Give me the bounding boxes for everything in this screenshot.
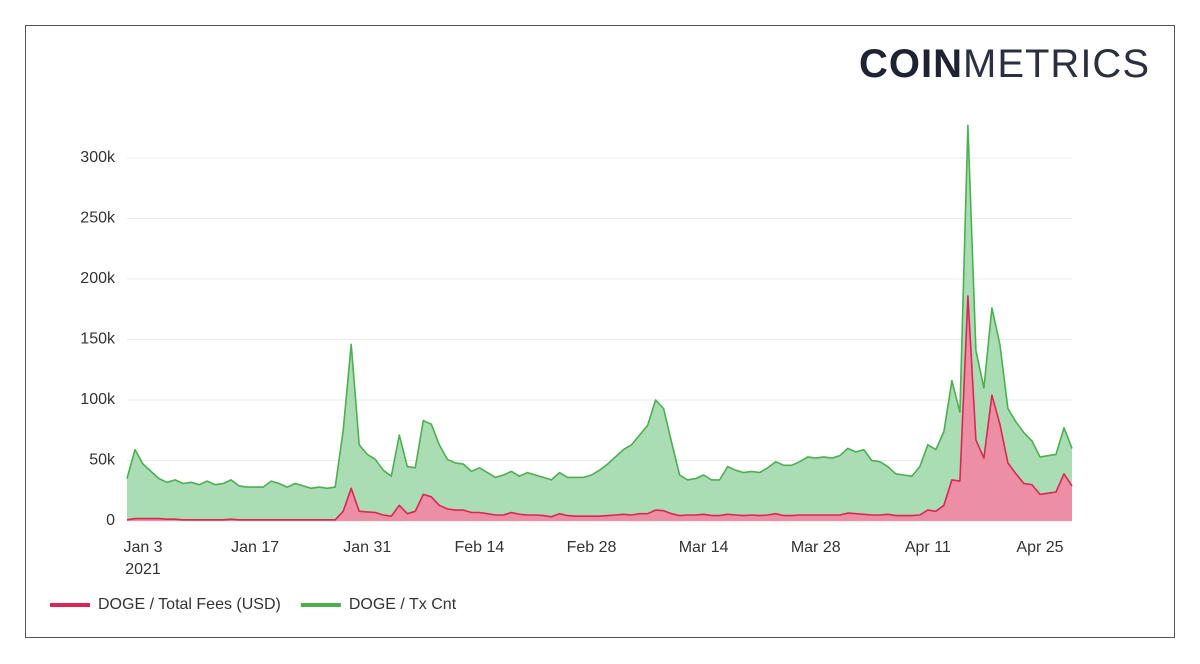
x-tick-label: Jan 17 xyxy=(231,539,279,556)
area-fill xyxy=(127,295,1072,521)
brand-light: METRICS xyxy=(963,42,1150,86)
legend-label: DOGE / Total Fees (USD) xyxy=(98,596,281,613)
y-tick-label: 300k xyxy=(80,149,116,166)
legend-item[interactable]: DOGE / Total Fees (USD) xyxy=(50,596,281,613)
brand-bold: COIN xyxy=(859,42,963,86)
y-tick-label: 50k xyxy=(89,452,116,469)
y-tick-label: 150k xyxy=(80,331,116,348)
y-tick-label: 0 xyxy=(106,512,115,529)
x-tick-label: Apr 25 xyxy=(1016,539,1063,556)
x-tick-label: Apr 11 xyxy=(905,539,951,556)
area-line xyxy=(126,295,1073,521)
y-tick-label: 250k xyxy=(80,210,116,227)
y-tick-label: 100k xyxy=(80,391,116,408)
x-tick-label: Jan 31 xyxy=(343,539,391,556)
brand-logo: COINMETRICS xyxy=(859,42,1150,86)
legend-label: DOGE / Tx Cnt xyxy=(349,596,457,613)
x-tick-label: Feb 28 xyxy=(567,539,617,556)
plot: 0 50k 100k 150k 200k 250k 300k Jan 3 2021 Jan 17 J… xyxy=(80,124,1073,578)
x-tick-label: Feb 14 xyxy=(454,539,504,556)
x-year-label: 2021 xyxy=(125,561,161,578)
x-tick-label: Mar 28 xyxy=(791,539,841,556)
area-line xyxy=(126,124,1073,490)
y-tick-label: 200k xyxy=(80,270,116,287)
x-tick-label: Jan 3 xyxy=(123,539,162,556)
frame xyxy=(25,25,1175,638)
legend-item[interactable]: DOGE / Tx Cnt xyxy=(300,596,457,613)
x-tick-label: Mar 14 xyxy=(679,539,729,556)
